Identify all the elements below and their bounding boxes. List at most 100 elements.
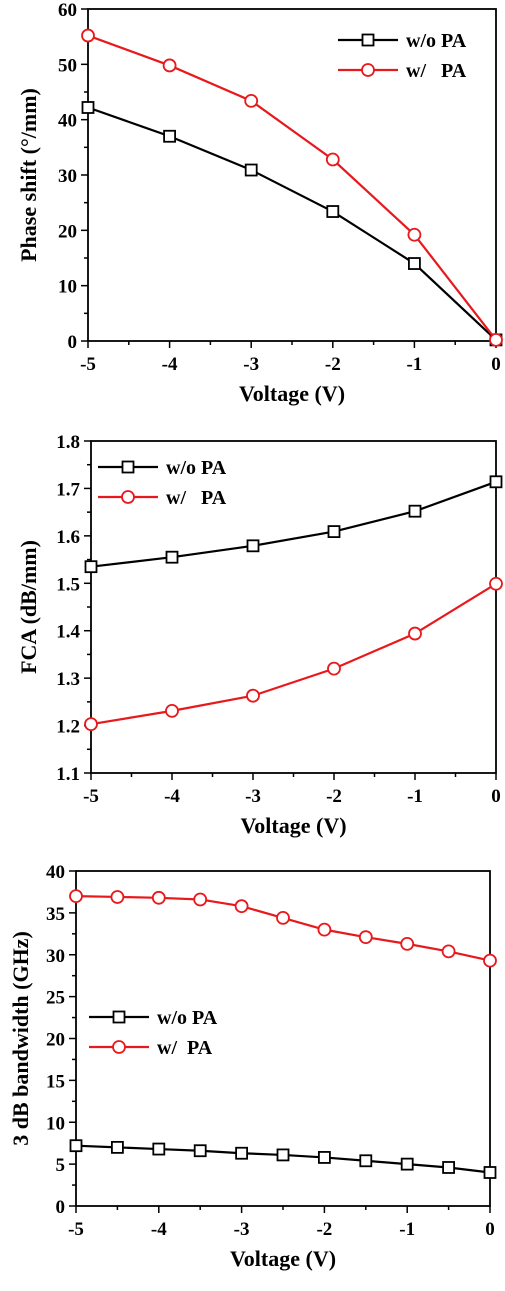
legend-marker [361, 33, 375, 47]
legend-label: w/o PA [157, 1007, 218, 1029]
data-point [400, 1157, 414, 1171]
y-tick-label: 10 [58, 277, 77, 298]
series-1 [81, 101, 503, 347]
x-tick-label: 0 [491, 354, 501, 375]
series-line [75, 895, 491, 962]
legend-marker [121, 460, 135, 474]
data-point [165, 550, 179, 564]
series-line [87, 34, 497, 341]
legend-label: w/o PA [166, 457, 227, 479]
data-point [193, 1144, 207, 1158]
y-tick-label: 5 [56, 1155, 66, 1176]
data-point [152, 1142, 166, 1156]
data-point [246, 688, 260, 703]
data-point [442, 1161, 456, 1174]
data-point [84, 717, 98, 732]
data-point [489, 475, 503, 489]
y-axis-label: 3 dB bandwidth (GHz) [8, 931, 33, 1146]
data-point [276, 911, 290, 925]
x-tick-label: -3 [245, 786, 261, 807]
data-point [244, 163, 258, 177]
legend-label: w/o PA [406, 30, 467, 52]
legend-label: w/ PA [166, 487, 227, 509]
data-point [111, 1140, 124, 1154]
y-tick-label: 0 [56, 1197, 66, 1218]
series-2 [69, 889, 497, 968]
x-tick-label: -3 [234, 1219, 250, 1240]
x-tick-label: 0 [485, 1219, 495, 1240]
data-point [163, 129, 177, 143]
y-tick-label: 30 [58, 166, 77, 187]
data-point [165, 703, 179, 718]
x-tick-label: -1 [399, 1219, 415, 1240]
data-point [317, 1151, 331, 1164]
x-tick-label: -5 [80, 354, 96, 375]
data-point [327, 661, 341, 676]
data-point [84, 560, 98, 574]
data-point [327, 525, 341, 538]
series-1 [84, 475, 503, 574]
data-point [69, 1139, 83, 1153]
x-tick-label: -4 [162, 354, 178, 375]
legend: w/o PA w/ PA [89, 1007, 218, 1059]
legend: w/o PA w/ PA [338, 30, 467, 82]
x-axis-label: Voltage (V) [230, 1246, 336, 1271]
data-point [489, 576, 503, 591]
data-point [407, 257, 421, 270]
y-tick-label: 1.6 [56, 527, 80, 548]
legend-label: w/ PA [157, 1037, 213, 1059]
y-axis-label: Phase shift (°/mm) [16, 88, 41, 262]
data-point [400, 936, 415, 951]
data-point [359, 1154, 373, 1168]
data-point [246, 539, 260, 553]
y-tick-label: 1.4 [56, 622, 80, 643]
y-tick-label: 10 [46, 1113, 65, 1134]
data-point [151, 890, 166, 905]
y-tick-label: 20 [58, 221, 77, 242]
data-point [408, 626, 422, 641]
legend-label: w/ PA [406, 60, 467, 82]
x-axis-label: Voltage (V) [240, 813, 346, 838]
y-tick-label: 1.5 [56, 574, 80, 595]
data-point [483, 953, 497, 968]
x-tick-label: -1 [407, 786, 423, 807]
data-point [110, 890, 125, 904]
data-point [244, 93, 259, 108]
x-axis-label: Voltage (V) [239, 381, 345, 406]
legend-marker [112, 1040, 126, 1054]
y-tick-label: 1.3 [56, 669, 80, 690]
legend-marker [121, 490, 135, 504]
x-tick-label: -4 [164, 786, 180, 807]
series-2 [84, 576, 503, 732]
data-point [358, 930, 373, 945]
legend-marker [361, 63, 375, 77]
x-tick-label: -2 [325, 354, 341, 375]
legend: w/o PA w/ PA [98, 457, 227, 509]
data-point [408, 504, 422, 518]
plot-frame [90, 440, 497, 774]
y-tick-label: 1.2 [56, 717, 80, 738]
data-point [193, 892, 208, 907]
series-line [87, 106, 497, 341]
y-tick-label: 40 [46, 862, 65, 883]
data-point [235, 1146, 249, 1160]
series-line [90, 582, 497, 726]
data-point [162, 58, 177, 73]
data-point [276, 1148, 290, 1162]
y-tick-label: 15 [46, 1071, 65, 1092]
y-tick-label: 1.8 [56, 432, 80, 453]
x-tick-label: -5 [83, 786, 99, 807]
data-point [483, 1166, 497, 1179]
x-tick-label: -4 [151, 1219, 167, 1240]
chart-1: -5 -4 -3 -2 -1 0 0 10 20 30 40 50 60 Voltage (V) Phase… [16, 0, 503, 406]
y-tick-label: 30 [46, 946, 65, 967]
data-point [81, 101, 95, 114]
y-tick-label: 60 [58, 0, 77, 21]
y-tick-label: 40 [58, 111, 77, 132]
y-tick-label: 0 [68, 332, 78, 353]
y-tick-label: 50 [58, 55, 77, 76]
series-1 [69, 1139, 497, 1179]
series-2 [81, 28, 503, 347]
